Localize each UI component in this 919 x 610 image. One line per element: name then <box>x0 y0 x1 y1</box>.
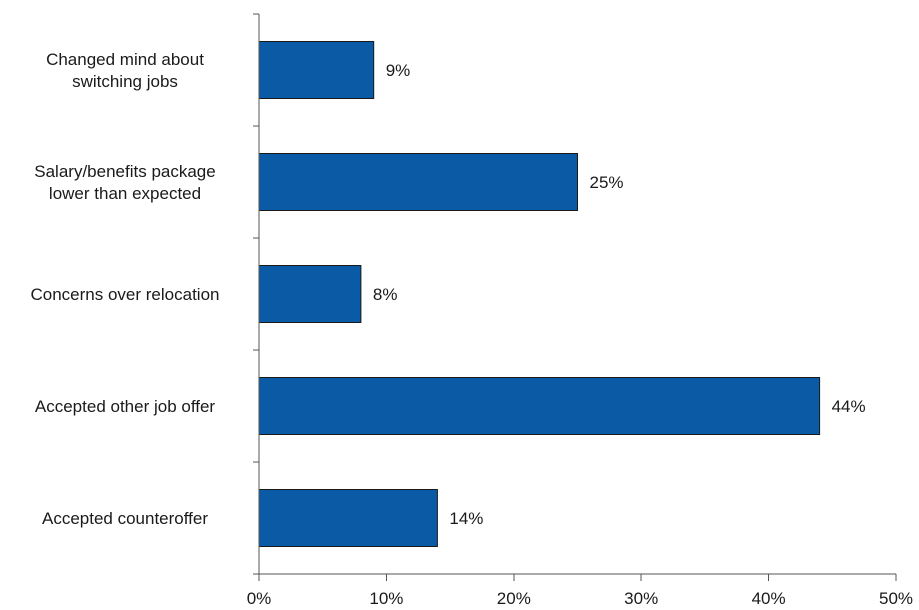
category-label-line: Accepted other job offer <box>35 397 216 416</box>
category-label-line: lower than expected <box>49 184 201 203</box>
axis-layer <box>253 13 897 581</box>
x-tick-label-4: 40% <box>752 589 786 608</box>
x-tick-label-2: 20% <box>497 589 531 608</box>
category-label-2: Concerns over relocation <box>31 285 220 304</box>
data-label-3: 44% <box>832 397 866 416</box>
data-label-2: 8% <box>373 285 398 304</box>
x-tick-label-5: 50% <box>879 589 913 608</box>
x-tick-label-3: 30% <box>624 589 658 608</box>
data-label-1: 25% <box>590 173 624 192</box>
category-label-3: Accepted other job offer <box>35 397 216 416</box>
bar-3 <box>258 377 821 435</box>
category-label-line: Salary/benefits package <box>34 162 215 181</box>
data-label-0: 9% <box>386 61 411 80</box>
labels-layer: 9% Changed mind about switching jobs 25% Sal… <box>31 50 914 608</box>
bar-0 <box>258 41 375 99</box>
category-label-line: Accepted counteroffer <box>42 509 208 528</box>
data-label-4: 14% <box>449 509 483 528</box>
category-label-line: Changed mind about <box>46 50 204 69</box>
bar-1 <box>258 153 578 211</box>
x-tick-label-1: 10% <box>369 589 403 608</box>
category-label-4: Accepted counteroffer <box>42 509 208 528</box>
bar-4 <box>258 489 438 547</box>
category-label-0: Changed mind about switching jobs <box>46 50 204 91</box>
bars-layer <box>258 41 821 547</box>
bar-2 <box>258 265 362 323</box>
category-label-1: Salary/benefits package lower than expect… <box>34 162 215 203</box>
x-tick-label-0: 0% <box>247 589 272 608</box>
category-label-line: switching jobs <box>72 72 178 91</box>
category-label-line: Concerns over relocation <box>31 285 220 304</box>
